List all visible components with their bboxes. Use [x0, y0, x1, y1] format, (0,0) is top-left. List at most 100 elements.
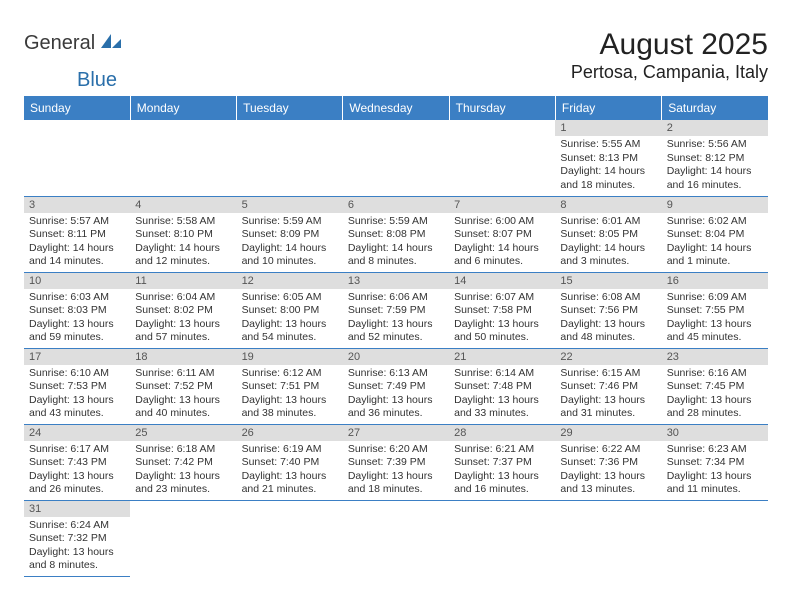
daylight-text: Daylight: 13 hours and 54 minutes.: [242, 318, 338, 345]
daylight-text: Daylight: 13 hours and 43 minutes.: [29, 394, 125, 421]
calendar-week-row: 17Sunrise: 6:10 AMSunset: 7:53 PMDayligh…: [24, 348, 768, 424]
day-content: Sunrise: 6:07 AMSunset: 7:58 PMDaylight:…: [449, 289, 555, 348]
day-content: Sunrise: 6:04 AMSunset: 8:02 PMDaylight:…: [130, 289, 236, 348]
day-number: 17: [24, 349, 130, 365]
sunset-text: Sunset: 7:46 PM: [560, 380, 656, 394]
day-content: Sunrise: 6:10 AMSunset: 7:53 PMDaylight:…: [24, 365, 130, 424]
logo-text-blue: Blue: [77, 69, 792, 92]
day-number: 29: [555, 425, 661, 441]
logo-text-general: General: [24, 32, 95, 55]
calendar-cell: 6Sunrise: 5:59 AMSunset: 8:08 PMDaylight…: [343, 196, 449, 272]
logo: General: [24, 32, 125, 55]
calendar-cell: 19Sunrise: 6:12 AMSunset: 7:51 PMDayligh…: [237, 348, 343, 424]
sunrise-text: Sunrise: 6:07 AM: [454, 291, 550, 305]
day-content: Sunrise: 6:00 AMSunset: 8:07 PMDaylight:…: [449, 213, 555, 272]
daylight-text: Daylight: 14 hours and 6 minutes.: [454, 242, 550, 269]
day-content: Sunrise: 6:01 AMSunset: 8:05 PMDaylight:…: [555, 213, 661, 272]
day-number: 7: [449, 197, 555, 213]
day-number: 15: [555, 273, 661, 289]
day-content: Sunrise: 6:13 AMSunset: 7:49 PMDaylight:…: [343, 365, 449, 424]
calendar-cell: 26 Sunrise: 6:19 AMSunset: 7:40 PMDayligh…: [237, 424, 343, 500]
daylight-text: Daylight: 13 hours and 21 minutes.: [242, 470, 338, 497]
daylight-text: Daylight: 13 hours and 8 minutes.: [29, 546, 125, 573]
sunset-text: Sunset: 7:45 PM: [667, 380, 763, 394]
calendar-cell: [237, 500, 343, 576]
daylight-text: Daylight: 14 hours and 1 minute.: [667, 242, 763, 269]
calendar-cell: 4Sunrise: 5:58 AMSunset: 8:10 PMDaylight…: [130, 196, 236, 272]
calendar-cell: [237, 120, 343, 196]
weekday-header: Thursday: [449, 96, 555, 120]
calendar-cell: 30Sunrise: 6:23 AMSunset: 7:34 PMDayligh…: [662, 424, 768, 500]
daylight-text: Daylight: 14 hours and 3 minutes.: [560, 242, 656, 269]
sunset-text: Sunset: 7:42 PM: [135, 456, 231, 470]
day-content: Sunrise: 6:23 AMSunset: 7:34 PMDaylight:…: [662, 441, 768, 500]
sunrise-text: Sunrise: 6:21 AM: [454, 443, 550, 457]
calendar-cell: [130, 500, 236, 576]
calendar-week-row: 3Sunrise: 5:57 AMSunset: 8:11 PMDaylight…: [24, 196, 768, 272]
day-number: 13: [343, 273, 449, 289]
sunset-text: Sunset: 8:00 PM: [242, 304, 338, 318]
day-content: Sunrise: 6:20 AMSunset: 7:39 PMDaylight:…: [343, 441, 449, 500]
day-content: Sunrise: 6:14 AMSunset: 7:48 PMDaylight:…: [449, 365, 555, 424]
sunrise-text: Sunrise: 6:06 AM: [348, 291, 444, 305]
day-content: Sunrise: 5:56 AMSunset: 8:12 PMDaylight:…: [662, 136, 768, 195]
sunset-text: Sunset: 8:12 PM: [667, 152, 763, 166]
sunrise-text: Sunrise: 5:58 AM: [135, 215, 231, 229]
daylight-text: Daylight: 13 hours and 40 minutes.: [135, 394, 231, 421]
day-content: Sunrise: 5:59 AMSunset: 8:08 PMDaylight:…: [343, 213, 449, 272]
day-content: Sunrise: 6:21 AMSunset: 7:37 PMDaylight:…: [449, 441, 555, 500]
sunset-text: Sunset: 7:36 PM: [560, 456, 656, 470]
calendar-cell: [130, 120, 236, 196]
daylight-text: Daylight: 13 hours and 57 minutes.: [135, 318, 231, 345]
day-content: Sunrise: 6:22 AMSunset: 7:36 PMDaylight:…: [555, 441, 661, 500]
day-content: Sunrise: 6:11 AMSunset: 7:52 PMDaylight:…: [130, 365, 236, 424]
day-number: 11: [130, 273, 236, 289]
sunrise-text: Sunrise: 5:55 AM: [560, 138, 656, 152]
sunrise-text: Sunrise: 6:05 AM: [242, 291, 338, 305]
day-content: Sunrise: 6:02 AMSunset: 8:04 PMDaylight:…: [662, 213, 768, 272]
calendar-week-row: 24Sunrise: 6:17 AMSunset: 7:43 PMDayligh…: [24, 424, 768, 500]
sunset-text: Sunset: 7:40 PM: [242, 456, 338, 470]
calendar-cell: 23Sunrise: 6:16 AMSunset: 7:45 PMDayligh…: [662, 348, 768, 424]
calendar-cell: [555, 500, 661, 576]
day-number: 9: [662, 197, 768, 213]
calendar-cell: 14Sunrise: 6:07 AMSunset: 7:58 PMDayligh…: [449, 272, 555, 348]
day-content: Sunrise: 5:55 AMSunset: 8:13 PMDaylight:…: [555, 136, 661, 195]
daylight-text: Daylight: 13 hours and 38 minutes.: [242, 394, 338, 421]
calendar-cell: 8Sunrise: 6:01 AMSunset: 8:05 PMDaylight…: [555, 196, 661, 272]
day-content: Sunrise: 5:59 AMSunset: 8:09 PMDaylight:…: [237, 213, 343, 272]
day-content: Sunrise: 5:57 AMSunset: 8:11 PMDaylight:…: [24, 213, 130, 272]
calendar-cell: 28Sunrise: 6:21 AMSunset: 7:37 PMDayligh…: [449, 424, 555, 500]
calendar-cell: 16Sunrise: 6:09 AMSunset: 7:55 PMDayligh…: [662, 272, 768, 348]
sunrise-text: Sunrise: 6:04 AM: [135, 291, 231, 305]
weekday-header: Tuesday: [237, 96, 343, 120]
sail-icon: [99, 32, 123, 55]
calendar-week-row: 10Sunrise: 6:03 AMSunset: 8:03 PMDayligh…: [24, 272, 768, 348]
day-number: 31: [24, 501, 130, 517]
sunrise-text: Sunrise: 6:09 AM: [667, 291, 763, 305]
sunrise-text: Sunrise: 6:22 AM: [560, 443, 656, 457]
sunset-text: Sunset: 8:13 PM: [560, 152, 656, 166]
daylight-text: Daylight: 13 hours and 28 minutes.: [667, 394, 763, 421]
sunrise-text: Sunrise: 5:57 AM: [29, 215, 125, 229]
day-number: 26: [237, 425, 343, 441]
sunset-text: Sunset: 7:55 PM: [667, 304, 763, 318]
sunrise-text: Sunrise: 6:24 AM: [29, 519, 125, 533]
sunrise-text: Sunrise: 6:19 AM: [242, 443, 338, 457]
day-number: 18: [130, 349, 236, 365]
sunset-text: Sunset: 7:53 PM: [29, 380, 125, 394]
calendar-cell: 18Sunrise: 6:11 AMSunset: 7:52 PMDayligh…: [130, 348, 236, 424]
day-number: 20: [343, 349, 449, 365]
day-number: 5: [237, 197, 343, 213]
daylight-text: Daylight: 13 hours and 45 minutes.: [667, 318, 763, 345]
sunset-text: Sunset: 7:32 PM: [29, 532, 125, 546]
calendar-cell: 27Sunrise: 6:20 AMSunset: 7:39 PMDayligh…: [343, 424, 449, 500]
day-number: 21: [449, 349, 555, 365]
day-number: 27: [343, 425, 449, 441]
day-content: Sunrise: 6:24 AMSunset: 7:32 PMDaylight:…: [24, 517, 130, 576]
sunset-text: Sunset: 7:43 PM: [29, 456, 125, 470]
calendar-cell: 17Sunrise: 6:10 AMSunset: 7:53 PMDayligh…: [24, 348, 130, 424]
calendar-cell: [449, 500, 555, 576]
sunset-text: Sunset: 7:49 PM: [348, 380, 444, 394]
day-number: 6: [343, 197, 449, 213]
